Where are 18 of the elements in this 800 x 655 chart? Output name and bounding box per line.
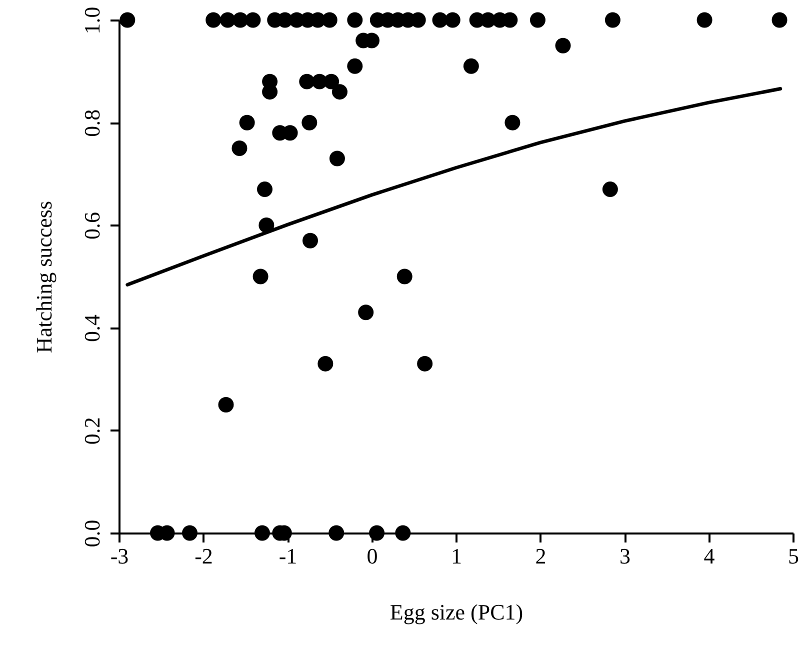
x-tick-label: 3 [620,544,630,568]
x-tick-label: 5 [788,544,799,568]
x-axis-title: Egg size (PC1) [390,600,524,624]
y-tick-label: 0.4 [80,314,104,342]
y-tick-label: 1.0 [80,6,104,34]
x-tick-label: 1 [451,544,462,568]
x-tick-label: -3 [110,544,129,568]
y-tick-label: 0.8 [80,109,104,137]
y-tick-label: 0.0 [80,520,104,548]
line-series [126,86,782,286]
x-tick-label: 2 [535,544,546,568]
x-tick-label: 4 [704,544,715,568]
x-tick-label: -2 [194,544,213,568]
y-tick-label: 0.6 [80,212,104,240]
y-tick-label: 0.2 [80,417,104,445]
y-axis-title: Hatching success [32,200,56,354]
x-tick-label: 0 [366,544,378,568]
x-tick-label: -1 [278,544,298,568]
